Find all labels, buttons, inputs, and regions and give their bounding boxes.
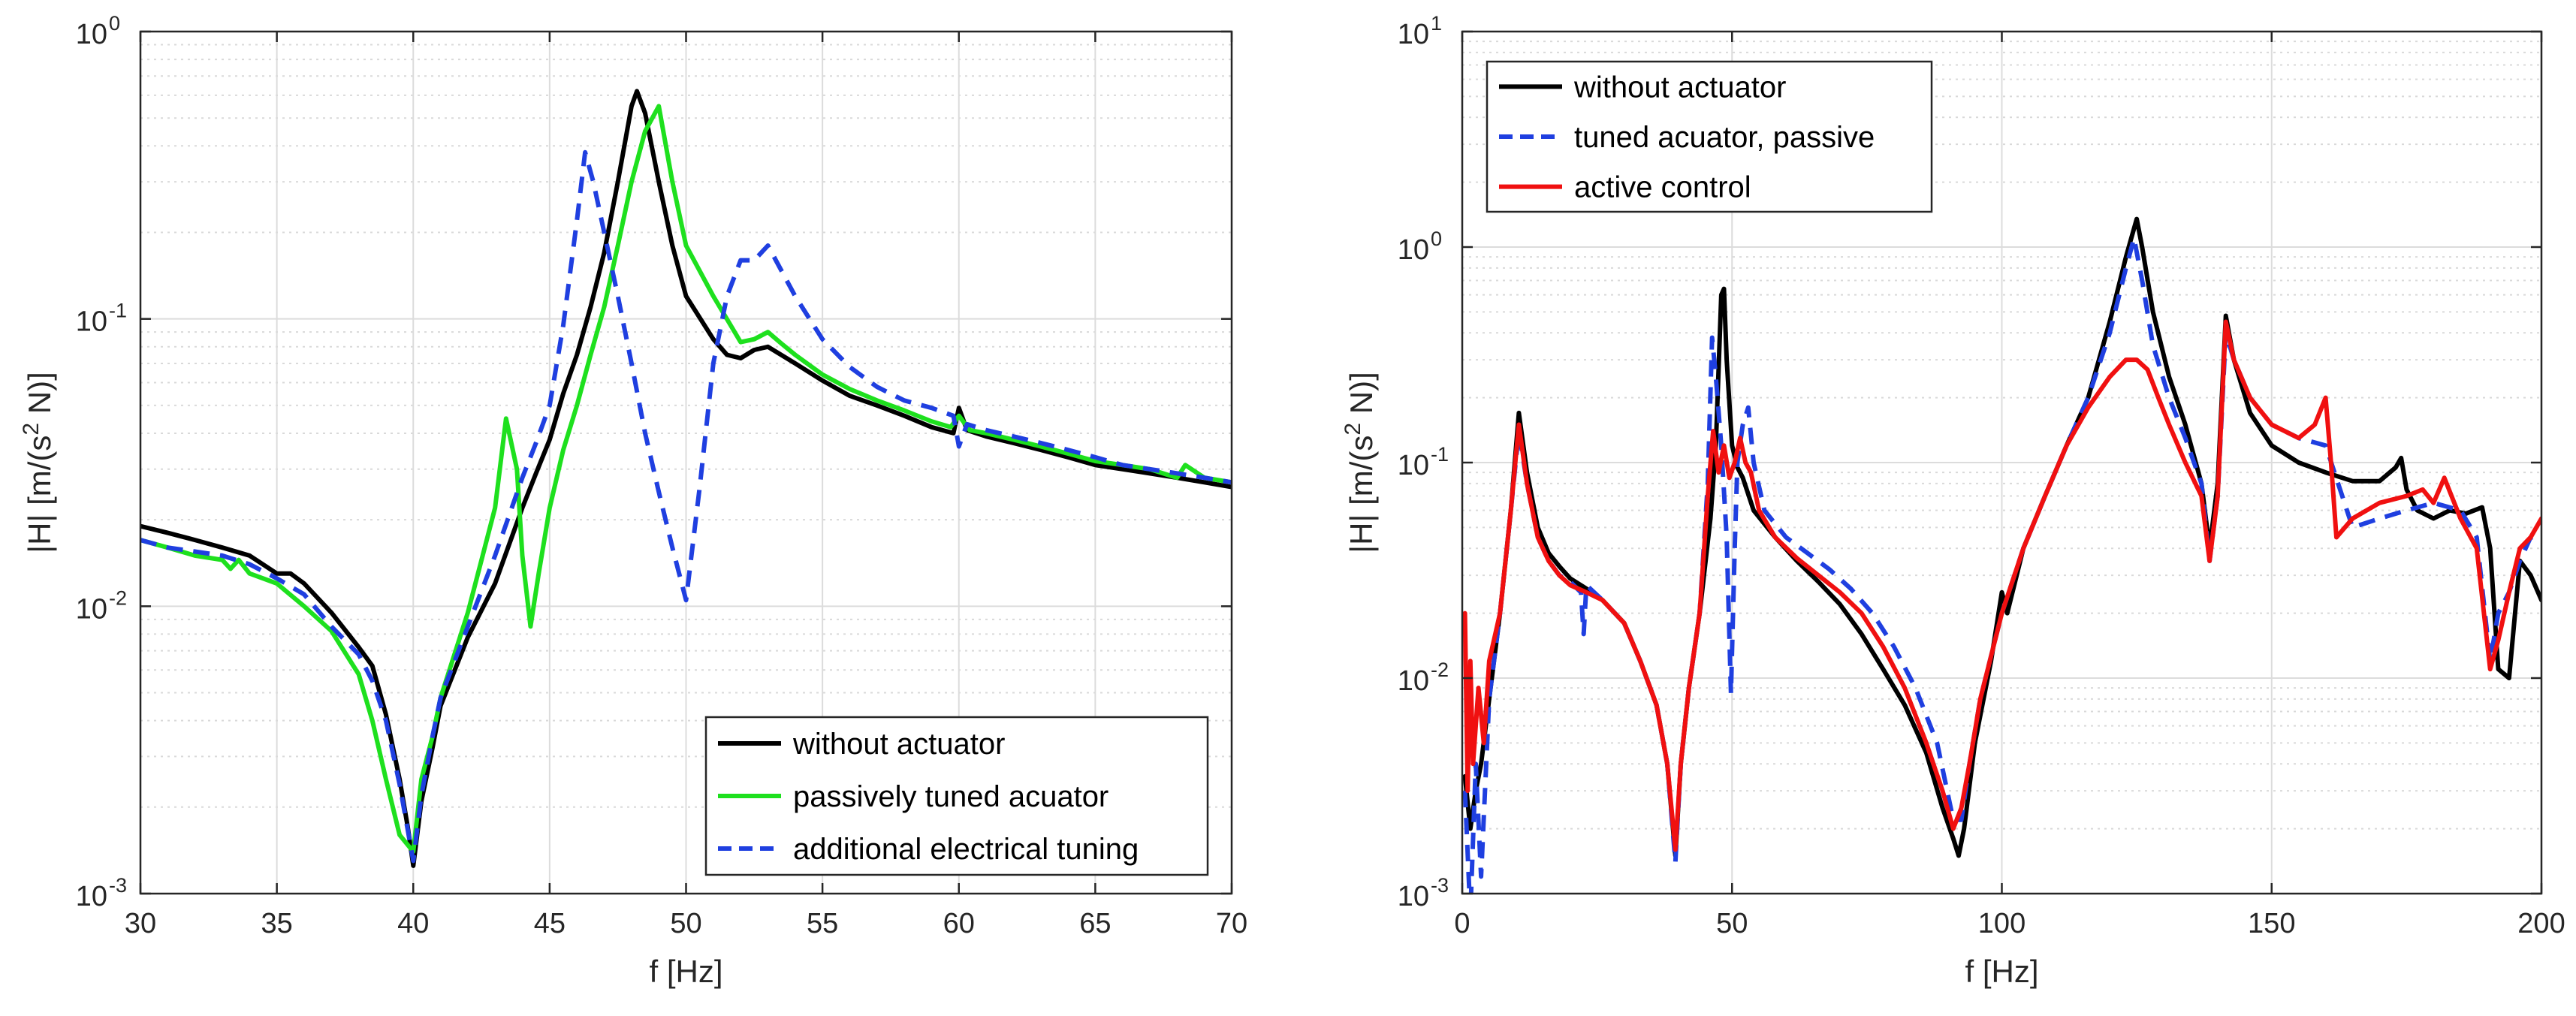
y-tick-label: 10: [76, 306, 107, 338]
series-group: [1462, 216, 2541, 894]
x-tick-label: 65: [1079, 908, 1111, 939]
ticks: [1461, 30, 2543, 895]
legend-label-1: without actuator: [1573, 71, 1786, 104]
y-axis-label-tail: N)]: [1344, 372, 1379, 423]
x-tick-label: 0: [1454, 908, 1470, 939]
y-tick-label: 10: [1398, 450, 1429, 481]
y-tick-exponent: -1: [1431, 443, 1449, 466]
legend: without actuator passively tuned acuator a…: [704, 716, 1209, 876]
y-tick-exponent: 1: [1431, 12, 1442, 35]
x-axis-label: f [Hz]: [649, 954, 722, 989]
x-tick-label: 35: [261, 908, 292, 939]
series-line-3: [1462, 319, 2541, 852]
x-tick-label: 40: [397, 908, 429, 939]
x-tick-label: 30: [125, 908, 156, 939]
legend: without actuator tuned acuator, passive ac…: [1486, 60, 1933, 213]
legend-label-1: without actuator: [792, 728, 1005, 761]
legend-label-3: active control: [1574, 171, 1751, 204]
y-tick-label: 10: [76, 881, 107, 912]
y-tick-exponent: -2: [1431, 659, 1449, 681]
x-tick-label: 50: [1716, 908, 1748, 939]
y-tick-label: 10: [1398, 665, 1429, 697]
y-tick-exponent: -1: [109, 300, 127, 322]
legend-label-3: additional electrical tuning: [793, 833, 1139, 866]
y-axis-label: |H| [m/(s2 N)]: [1341, 372, 1379, 553]
y-tick-exponent: -2: [109, 586, 127, 609]
x-tick-label: 55: [807, 908, 838, 939]
series-line-2: [1462, 236, 2541, 894]
series-line-2: [140, 104, 1232, 855]
legend-label-2: tuned acuator, passive: [1574, 121, 1875, 154]
y-tick-exponent: 0: [109, 12, 120, 35]
y-tick-label: 10: [1398, 881, 1429, 912]
x-tick-label: 200: [2517, 908, 2565, 939]
y-axis-label-main: |H| [m/(s: [22, 436, 57, 553]
y-tick-exponent: 0: [1431, 228, 1442, 250]
y-tick-label: 10: [1398, 234, 1429, 266]
y-tick-exponent: -3: [109, 874, 127, 897]
series-group: [140, 89, 1232, 868]
x-tick-label: 60: [943, 908, 975, 939]
y-axis-label-sup: 2: [1341, 423, 1365, 436]
y-tick-exponent: -3: [1431, 874, 1449, 897]
y-tick-label: 10: [1398, 19, 1429, 50]
x-tick-label: 100: [1978, 908, 2026, 939]
x-tick-label: 45: [534, 908, 566, 939]
y-axis-label-sup: 2: [19, 423, 44, 436]
x-tick-label: 70: [1216, 908, 1247, 939]
series-line-3: [140, 149, 1232, 864]
legend-box: [704, 716, 1209, 876]
x-axis-label: f [Hz]: [1965, 954, 2038, 989]
y-axis-label-main: |H| [m/(s: [1344, 436, 1379, 553]
y-axis-label: |H| [m/(s2 N)]: [19, 372, 57, 553]
x-tick-label: 150: [2248, 908, 2295, 939]
y-tick-label: 10: [76, 19, 107, 50]
y-axis-label-tail: N)]: [22, 372, 57, 423]
x-tick-label: 50: [670, 908, 701, 939]
legend-label-2: passively tuned acuator: [793, 780, 1109, 813]
ticks: [139, 30, 1233, 895]
y-tick-label: 10: [76, 593, 107, 625]
